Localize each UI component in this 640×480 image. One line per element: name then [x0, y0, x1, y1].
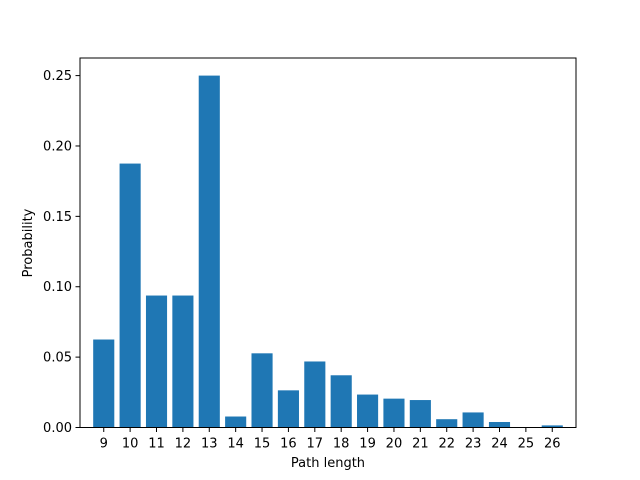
y-tick-label: 0.00 — [43, 421, 72, 436]
x-tick-label: 20 — [386, 437, 403, 452]
x-tick-label: 16 — [280, 437, 297, 452]
bar-13 — [198, 75, 220, 428]
bar-24 — [488, 422, 511, 428]
bar-23 — [462, 412, 484, 428]
x-tick-label: 14 — [227, 437, 244, 452]
x-tick-label: 10 — [122, 437, 139, 452]
y-tick-label: 0.15 — [43, 210, 72, 225]
y-axis-ticks: 0.00 0.05 0.10 0.15 0.20 0.25 — [43, 69, 80, 436]
x-tick-label: 11 — [148, 437, 165, 452]
x-tick-label: 22 — [438, 437, 455, 452]
x-tick-label: 12 — [175, 437, 192, 452]
x-tick-label: 9 — [100, 437, 108, 452]
bar-19 — [357, 394, 379, 428]
axes-frame — [79, 57, 577, 428]
y-tick-label: 0.25 — [43, 69, 72, 84]
bar-15 — [251, 353, 273, 428]
x-tick-label: 21 — [412, 437, 429, 452]
y-tick-label: 0.05 — [43, 351, 72, 366]
x-tick-label: 25 — [518, 437, 535, 452]
y-tick-label: 0.20 — [43, 139, 72, 154]
y-axis-label: Probability — [21, 208, 36, 277]
bars-group — [93, 75, 563, 428]
x-tick-label: 19 — [359, 437, 376, 452]
x-axis-label: Path length — [291, 456, 365, 471]
bar-9 — [93, 339, 115, 428]
x-tick-label: 18 — [333, 437, 350, 452]
bar-26 — [541, 425, 563, 428]
bar-18 — [330, 375, 352, 428]
x-tick-label: 17 — [307, 437, 324, 452]
bar-10 — [119, 163, 141, 428]
bar-16 — [277, 390, 299, 428]
bar-14 — [225, 416, 247, 428]
x-tick-label: 13 — [201, 437, 218, 452]
bar-21 — [409, 400, 431, 428]
bar-17 — [304, 361, 326, 428]
y-tick-label: 0.10 — [43, 280, 72, 295]
x-axis-ticks: 9 10 11 12 13 14 15 16 17 18 19 20 21 22 23 24 25 26 — [100, 427, 561, 452]
bar-20 — [383, 398, 405, 428]
bar-11 — [145, 295, 168, 428]
x-tick-label: 23 — [465, 437, 482, 452]
x-tick-label: 15 — [254, 437, 271, 452]
x-tick-label: 24 — [491, 437, 508, 452]
bar-22 — [436, 419, 458, 428]
bar-12 — [172, 295, 194, 428]
x-tick-label: 26 — [544, 437, 561, 452]
